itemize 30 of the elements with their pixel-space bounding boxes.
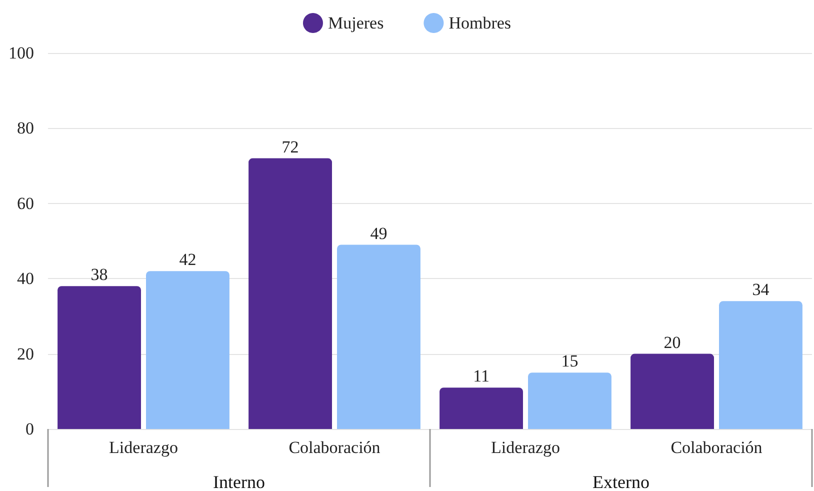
data-label: 11 [473,366,490,386]
y-tick-label: 60 [17,194,34,213]
data-label: 42 [179,250,196,270]
y-tick-label: 40 [17,269,34,288]
data-label: 20 [664,332,681,352]
legend-label: Mujeres [328,14,384,32]
text: Interno [213,472,265,491]
text: Externo [592,472,650,491]
y-tick-label: 100 [8,44,34,62]
bar [440,388,523,429]
bar [630,354,714,429]
bar [248,158,332,429]
data-label: 34 [752,280,770,300]
x-tick-label: Colaboración [670,438,763,457]
data-label: 38 [90,265,108,284]
y-tick-label: 20 [17,344,34,364]
x-tick-label: Colaboración [288,438,381,457]
y-tick-label: 80 [17,118,34,138]
bar [58,286,141,429]
y-tick-label: 0 [26,420,34,438]
bar [719,301,802,429]
bar [337,244,420,429]
data-label: 49 [370,224,388,243]
bar [528,372,612,429]
x-tick-label: Liderazgo [491,438,560,457]
legend-label: Hombres [448,14,512,32]
bar [146,271,230,429]
data-label: 72 [282,137,299,156]
data-label: 15 [561,352,578,371]
x-tick-label: Liderazgo [109,438,178,457]
